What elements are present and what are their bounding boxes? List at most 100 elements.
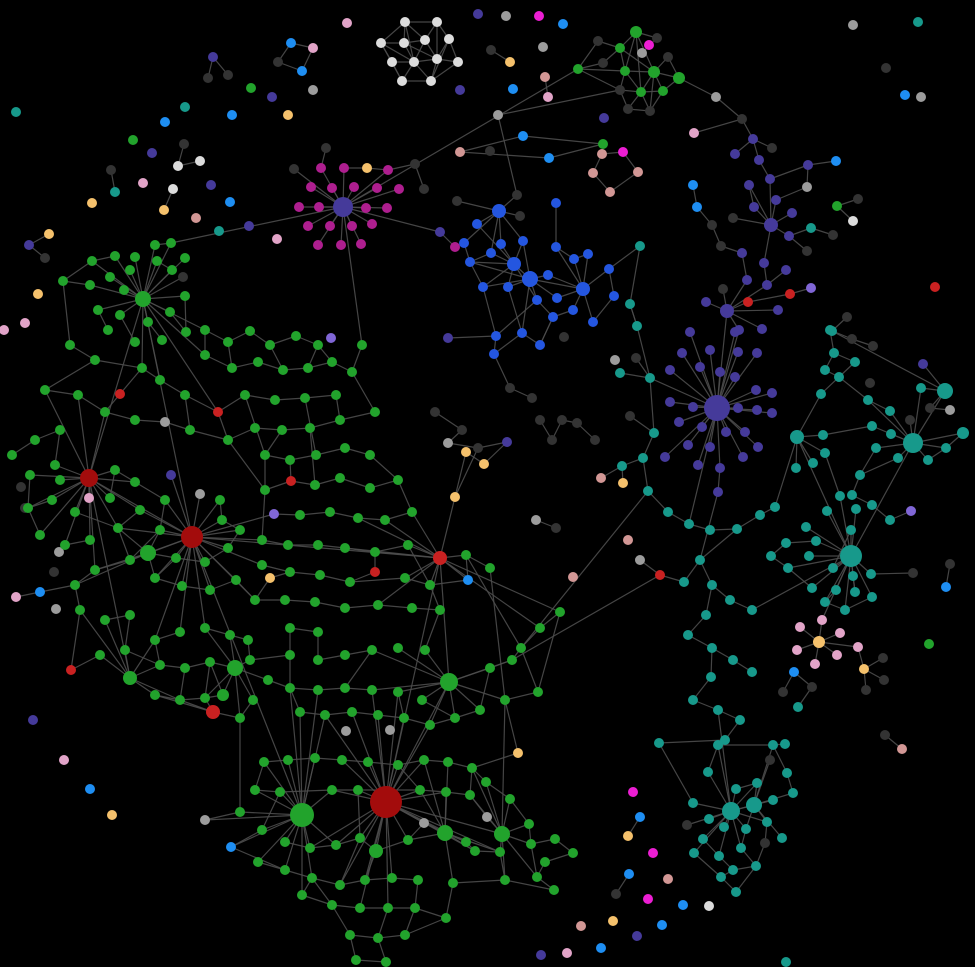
graph-node[interactable]: [507, 655, 517, 665]
graph-node[interactable]: [455, 147, 465, 157]
graph-node[interactable]: [93, 305, 103, 315]
graph-node[interactable]: [501, 11, 511, 21]
graph-node[interactable]: [853, 194, 863, 204]
graph-node[interactable]: [749, 202, 759, 212]
graph-node[interactable]: [286, 476, 296, 486]
graph-node[interactable]: [66, 665, 76, 675]
graph-node[interactable]: [383, 903, 393, 913]
graph-node[interactable]: [245, 655, 255, 665]
graph-node[interactable]: [327, 900, 337, 910]
graph-node[interactable]: [598, 58, 608, 68]
graph-node[interactable]: [818, 430, 828, 440]
graph-node[interactable]: [725, 595, 735, 605]
graph-node[interactable]: [778, 687, 788, 697]
graph-node[interactable]: [780, 739, 790, 749]
graph-node[interactable]: [828, 230, 838, 240]
graph-node[interactable]: [744, 180, 754, 190]
graph-node[interactable]: [535, 340, 545, 350]
graph-node[interactable]: [930, 282, 940, 292]
graph-node[interactable]: [663, 507, 673, 517]
graph-node[interactable]: [159, 205, 169, 215]
graph-node[interactable]: [728, 865, 738, 875]
graph-node[interactable]: [535, 623, 545, 633]
graph-node[interactable]: [140, 545, 156, 561]
graph-node[interactable]: [250, 595, 260, 605]
graph-node[interactable]: [55, 475, 65, 485]
graph-node[interactable]: [223, 337, 233, 347]
graph-node[interactable]: [738, 452, 748, 462]
graph-node[interactable]: [240, 390, 250, 400]
graph-node[interactable]: [147, 148, 157, 158]
graph-node[interactable]: [185, 425, 195, 435]
graph-node[interactable]: [512, 190, 522, 200]
graph-node[interactable]: [80, 469, 98, 487]
graph-node[interactable]: [859, 664, 869, 674]
graph-node[interactable]: [771, 195, 781, 205]
graph-node[interactable]: [705, 525, 715, 535]
graph-node[interactable]: [260, 485, 270, 495]
graph-node[interactable]: [747, 605, 757, 615]
graph-node[interactable]: [784, 231, 794, 241]
graph-node[interactable]: [335, 415, 345, 425]
graph-node[interactable]: [25, 470, 35, 480]
graph-node[interactable]: [227, 363, 237, 373]
graph-node[interactable]: [280, 865, 290, 875]
graph-node[interactable]: [433, 551, 447, 565]
graph-node[interactable]: [400, 573, 410, 583]
graph-node[interactable]: [517, 328, 527, 338]
graph-node[interactable]: [90, 565, 100, 575]
graph-node[interactable]: [223, 70, 233, 80]
graph-node[interactable]: [663, 874, 673, 884]
graph-node[interactable]: [853, 642, 863, 652]
graph-node[interactable]: [945, 559, 955, 569]
graph-node[interactable]: [598, 139, 608, 149]
graph-node[interactable]: [817, 615, 827, 625]
graph-node[interactable]: [128, 135, 138, 145]
graph-node[interactable]: [505, 794, 515, 804]
graph-node[interactable]: [736, 843, 746, 853]
graph-node[interactable]: [728, 655, 738, 665]
graph-node[interactable]: [223, 543, 233, 553]
graph-node[interactable]: [150, 690, 160, 700]
graph-node[interactable]: [713, 740, 723, 750]
graph-node[interactable]: [923, 455, 933, 465]
graph-node[interactable]: [688, 180, 698, 190]
graph-node[interactable]: [125, 555, 135, 565]
graph-node[interactable]: [683, 630, 693, 640]
graph-node[interactable]: [609, 291, 619, 301]
graph-node[interactable]: [35, 530, 45, 540]
graph-node[interactable]: [305, 843, 315, 853]
graph-node[interactable]: [280, 837, 290, 847]
graph-node[interactable]: [638, 453, 648, 463]
graph-node[interactable]: [665, 397, 675, 407]
graph-node[interactable]: [716, 872, 726, 882]
graph-node[interactable]: [443, 333, 453, 343]
graph-node[interactable]: [610, 355, 620, 365]
graph-node[interactable]: [742, 275, 752, 285]
graph-node[interactable]: [757, 324, 767, 334]
graph-node[interactable]: [150, 635, 160, 645]
graph-node[interactable]: [816, 389, 826, 399]
graph-node[interactable]: [878, 653, 888, 663]
graph-node[interactable]: [387, 873, 397, 883]
graph-node[interactable]: [28, 715, 38, 725]
graph-node[interactable]: [576, 921, 586, 931]
graph-node[interactable]: [400, 17, 410, 27]
graph-node[interactable]: [125, 610, 135, 620]
graph-node[interactable]: [770, 502, 780, 512]
graph-node[interactable]: [403, 540, 413, 550]
graph-node[interactable]: [531, 515, 541, 525]
graph-node[interactable]: [688, 695, 698, 705]
graph-node[interactable]: [568, 848, 578, 858]
graph-node[interactable]: [781, 538, 791, 548]
graph-node[interactable]: [450, 242, 460, 252]
graph-node[interactable]: [764, 218, 778, 232]
graph-node[interactable]: [200, 693, 210, 703]
graph-node[interactable]: [590, 435, 600, 445]
graph-node[interactable]: [11, 107, 21, 117]
graph-node[interactable]: [308, 43, 318, 53]
graph-node[interactable]: [381, 957, 391, 967]
graph-node[interactable]: [84, 493, 94, 503]
graph-node[interactable]: [720, 304, 734, 318]
graph-node[interactable]: [407, 507, 417, 517]
